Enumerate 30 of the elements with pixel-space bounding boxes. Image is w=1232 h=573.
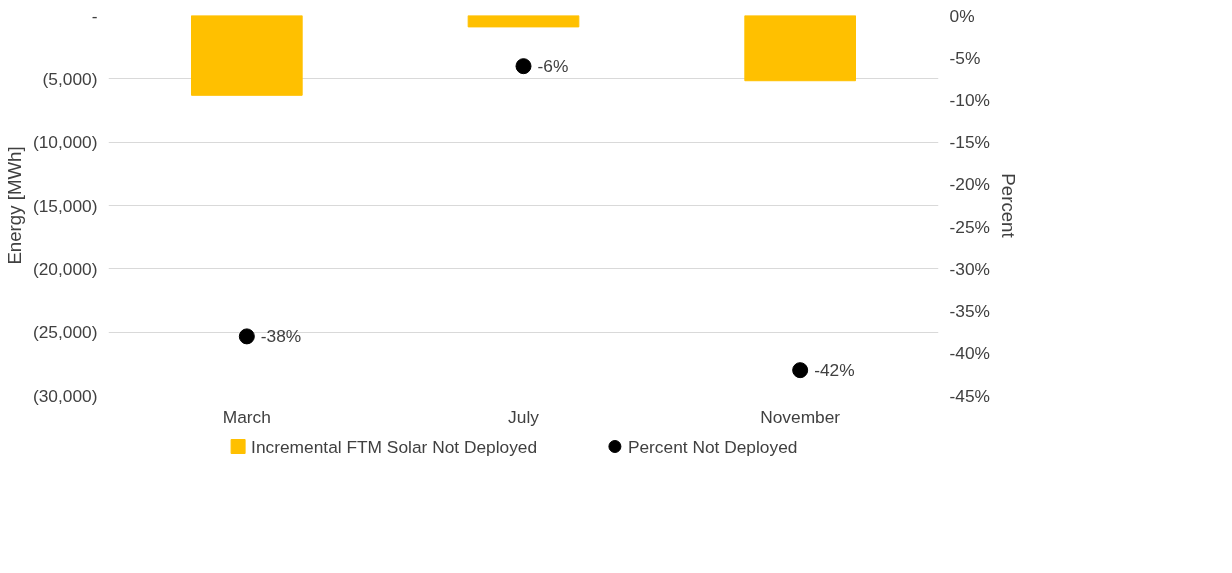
data-label: -42% [814, 360, 855, 381]
y-tick-label: (15,000) [32, 195, 98, 216]
y2-tick-label: -30% [949, 258, 990, 279]
y2-tick-label: -15% [949, 132, 990, 153]
y-tick-label: (30,000) [32, 385, 98, 406]
x-tick-label: March [222, 406, 271, 427]
y-tick-label: (5,000) [42, 68, 98, 89]
y2-tick-label: -10% [949, 89, 990, 110]
y2-tick-label: -40% [949, 343, 990, 364]
y-tick-label: (25,000) [32, 322, 98, 343]
legend-label: Incremental FTM Solar Not Deployed [251, 436, 538, 457]
point [792, 362, 809, 379]
y2-tick-label: -35% [949, 301, 990, 322]
y-axis-title: Energy [MWh] [3, 146, 25, 265]
y-tick-label: - [91, 5, 98, 26]
y-tick-label: (10,000) [32, 132, 98, 153]
x-tick-label: November [760, 406, 841, 427]
y2-tick-label: 0% [949, 5, 975, 26]
y-tick-label: (20,000) [32, 258, 98, 279]
y2-axis-title: Percent [997, 173, 1019, 239]
point [238, 328, 255, 345]
data-label: -6% [537, 56, 569, 77]
data-label: -38% [260, 326, 302, 347]
y2-tick-label: -5% [949, 47, 981, 68]
point [515, 58, 532, 75]
y2-tick-label: -45% [949, 385, 990, 406]
legend-label: Percent Not Deployed [627, 436, 798, 457]
y2-tick-label: -25% [949, 216, 990, 237]
y2-tick-label: -20% [949, 174, 990, 195]
x-tick-label: July [508, 406, 540, 427]
